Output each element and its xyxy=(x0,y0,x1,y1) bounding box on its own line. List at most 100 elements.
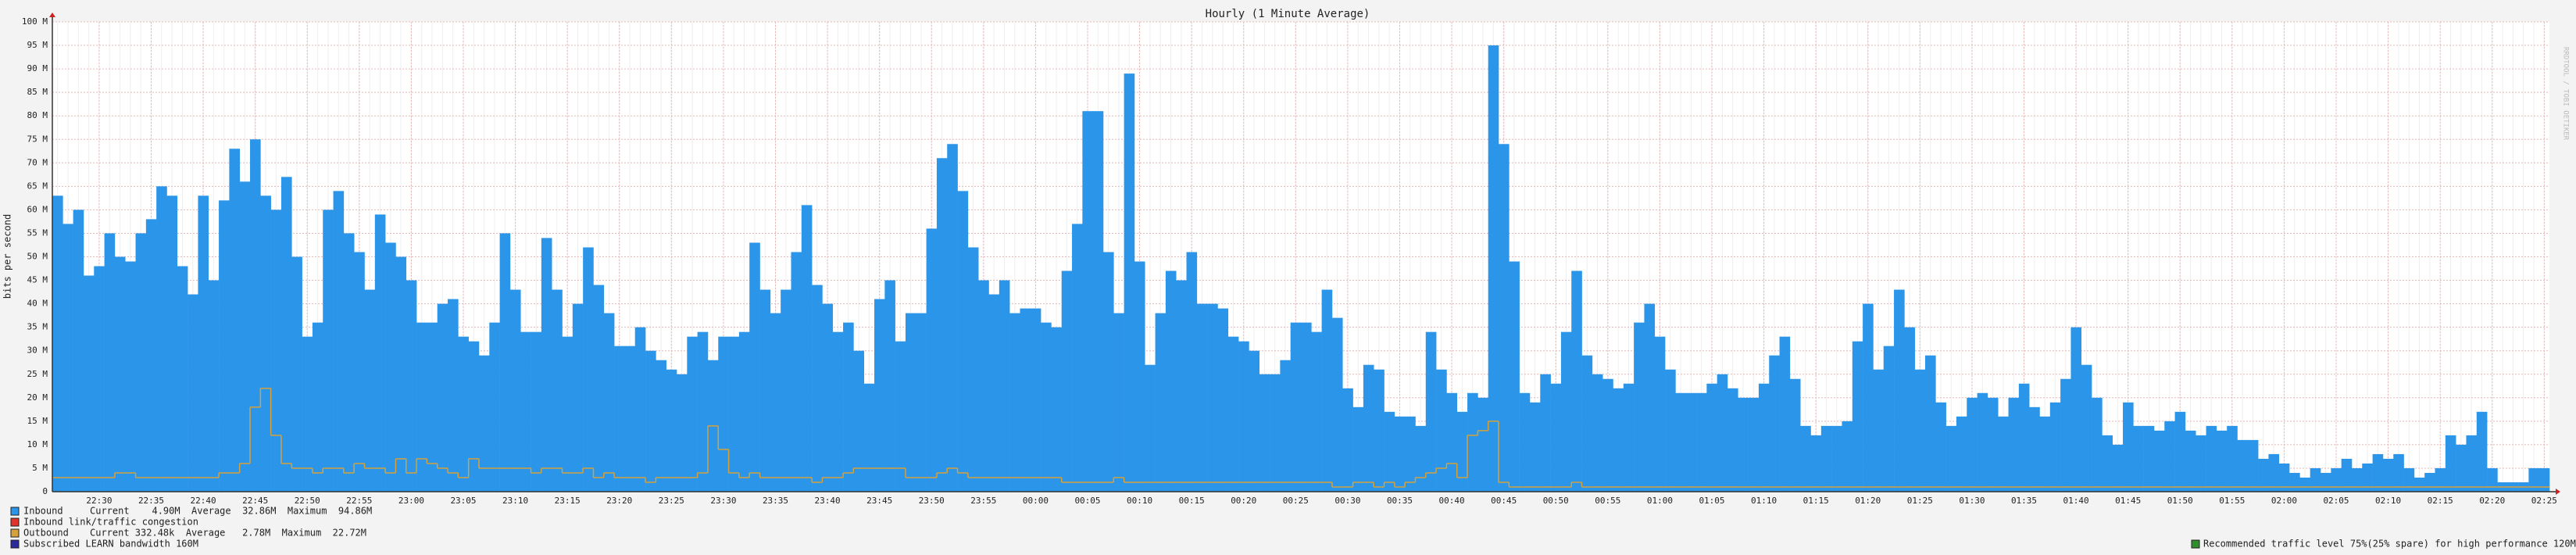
y-tick-label: 45 M xyxy=(27,275,48,285)
bar xyxy=(2321,472,2331,492)
bar xyxy=(1623,383,1635,492)
bar xyxy=(666,369,677,492)
bar xyxy=(1415,425,1427,492)
bar xyxy=(374,214,386,492)
bar xyxy=(1883,346,1895,492)
y-tick-label: 70 M xyxy=(27,157,48,167)
bar xyxy=(2341,458,2353,492)
bar xyxy=(552,289,563,492)
bar xyxy=(1113,313,1124,492)
bar xyxy=(177,266,188,492)
bar xyxy=(1394,416,1406,492)
bar xyxy=(1873,369,1885,492)
bar xyxy=(1331,317,1343,492)
bar xyxy=(1082,111,1093,492)
bar xyxy=(1072,224,1083,492)
legend-label: Outbound xyxy=(23,528,69,539)
bar xyxy=(509,289,521,492)
bar xyxy=(1124,73,1135,492)
x-tick-label: 00:30 xyxy=(1334,496,1360,506)
x-tick-label: 22:45 xyxy=(242,496,268,506)
x-tick-label: 01:00 xyxy=(1647,496,1673,506)
y-tick-label: 80 M xyxy=(27,110,48,120)
bar xyxy=(1134,261,1145,492)
note-text: Recommended traffic level 75%(25% spare)… xyxy=(2203,539,2576,550)
x-tick-label: 01:15 xyxy=(1803,496,1829,506)
bar xyxy=(2372,453,2384,492)
bar xyxy=(583,247,594,492)
bar xyxy=(1270,374,1281,492)
bar xyxy=(1945,425,1957,492)
axis-arrow xyxy=(49,13,55,17)
y-tick-label: 95 M xyxy=(27,40,48,50)
chart-title: Hourly (1 Minute Average) xyxy=(1206,8,1370,20)
bar xyxy=(208,280,220,492)
bar xyxy=(2268,453,2280,492)
bar xyxy=(395,256,407,492)
bar xyxy=(1301,322,1312,492)
bar xyxy=(895,341,906,492)
bar xyxy=(1592,374,1603,492)
x-tick-label: 23:25 xyxy=(659,496,684,506)
bar xyxy=(2153,430,2165,492)
bar xyxy=(770,313,781,492)
bar xyxy=(1425,331,1437,492)
bar xyxy=(2081,364,2092,492)
bar xyxy=(697,331,709,492)
x-tick-label: 02:10 xyxy=(2375,496,2401,506)
bar xyxy=(801,205,813,492)
bar xyxy=(1904,327,1915,492)
bar xyxy=(343,233,355,492)
bar xyxy=(2362,463,2373,492)
bar xyxy=(1894,289,1905,492)
bar xyxy=(219,200,230,492)
bar xyxy=(323,209,334,492)
x-tick-label: 23:55 xyxy=(970,496,996,506)
bar xyxy=(427,322,438,492)
bar xyxy=(364,289,376,492)
bar xyxy=(1051,327,1063,492)
legend-stats: Current 332.48k Average 2.78M Maximum 22… xyxy=(90,528,366,539)
y-tick-label: 10 M xyxy=(27,439,48,449)
y-tick-label: 40 M xyxy=(27,299,48,309)
bar xyxy=(468,341,480,492)
bar xyxy=(2237,439,2249,492)
bar xyxy=(1613,388,1624,492)
x-tick-label: 00:15 xyxy=(1179,496,1205,506)
x-tick-label: 23:50 xyxy=(919,496,945,506)
bar xyxy=(1935,402,1946,492)
x-tick-label: 23:35 xyxy=(763,496,788,506)
bar xyxy=(1405,416,1416,492)
bar xyxy=(1020,308,1031,492)
bar xyxy=(1290,322,1302,492)
bar xyxy=(73,209,84,492)
bar xyxy=(1706,383,1717,492)
bar xyxy=(687,336,698,492)
x-tick-label: 00:45 xyxy=(1491,496,1517,506)
bar xyxy=(499,233,511,492)
bar xyxy=(1550,383,1562,492)
bar xyxy=(1685,392,1697,492)
bar xyxy=(188,294,198,492)
bar xyxy=(1560,331,1572,492)
bar xyxy=(2456,444,2467,492)
bar xyxy=(1914,369,1926,492)
bar xyxy=(759,289,771,492)
bar xyxy=(1509,261,1520,492)
bar xyxy=(94,266,105,492)
bar xyxy=(2435,467,2446,492)
bar xyxy=(1311,331,1322,492)
bar xyxy=(2206,425,2217,492)
bar xyxy=(416,322,427,492)
bar xyxy=(2227,425,2238,492)
bar xyxy=(1061,270,1073,492)
bar xyxy=(2424,472,2435,492)
bar xyxy=(1769,355,1780,492)
x-tick-label: 23:20 xyxy=(606,496,632,506)
legend-label: Inbound link/traffic congestion xyxy=(23,517,198,528)
bar xyxy=(1384,411,1395,492)
bar xyxy=(2487,467,2498,492)
bar xyxy=(489,322,500,492)
bar xyxy=(1789,378,1801,492)
